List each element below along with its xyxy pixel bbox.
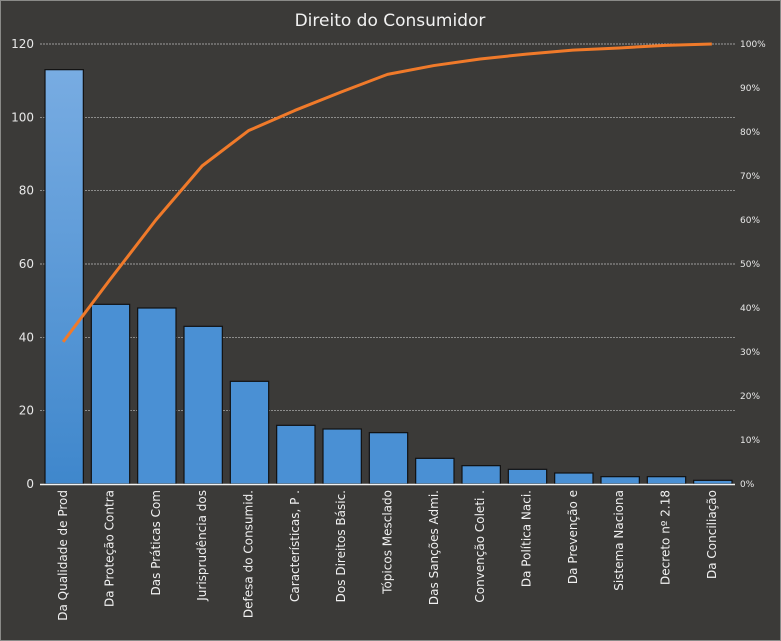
bar bbox=[507, 468, 548, 485]
y2-tick-label: 50% bbox=[740, 260, 760, 270]
y-tick-label: 20 bbox=[19, 404, 34, 418]
y-tick-label: 40 bbox=[19, 330, 34, 344]
x-tick-label: Características, P . bbox=[288, 490, 302, 602]
y2-tick-label: 80% bbox=[740, 128, 760, 138]
y2-tick-label: 100% bbox=[740, 40, 766, 50]
y2-tick-label: 0% bbox=[740, 480, 755, 490]
x-tick-label: Da Qualidade de Prod bbox=[56, 490, 70, 621]
bar bbox=[183, 325, 223, 485]
bar bbox=[693, 479, 733, 485]
bar bbox=[90, 303, 131, 485]
x-tick-label: Dos Direitos Básic. bbox=[334, 490, 348, 602]
bar bbox=[276, 424, 316, 485]
bar bbox=[44, 69, 84, 485]
bar bbox=[554, 472, 594, 485]
y2-tick-label: 30% bbox=[740, 348, 760, 358]
x-tick-label: Defesa do Consumid. bbox=[242, 490, 256, 618]
bar bbox=[322, 428, 362, 485]
x-tick-label: Decreto nº 2.18 bbox=[659, 490, 673, 585]
y-tick-label: 0 bbox=[26, 477, 34, 491]
x-tick-label: Das Práticas Com bbox=[149, 490, 163, 595]
y-tick-label: 120 bbox=[11, 37, 34, 51]
bar bbox=[461, 465, 501, 485]
x-tick-label: Convenção Coleti . bbox=[473, 490, 487, 603]
chart-title: Direito do Consumidor bbox=[295, 11, 486, 31]
x-tick-label: Tópicos Mesclado bbox=[381, 490, 395, 595]
bar bbox=[600, 476, 640, 485]
y-tick-label: 80 bbox=[19, 184, 34, 198]
x-tick-label: Da Proteção Contra bbox=[103, 490, 117, 607]
bar bbox=[415, 457, 455, 485]
y2-tick-label: 10% bbox=[740, 436, 760, 446]
x-tick-label: Das Sanções Admi. bbox=[427, 490, 441, 605]
y2-tick-label: 60% bbox=[740, 216, 760, 226]
bar bbox=[368, 432, 409, 485]
y-tick-label: 100 bbox=[11, 110, 34, 124]
x-tick-label: Da Prevenção e bbox=[566, 490, 580, 584]
y-tick-label: 60 bbox=[19, 257, 34, 271]
y2-tick-label: 40% bbox=[740, 304, 760, 314]
x-tick-label: Sistema Naciona bbox=[612, 490, 626, 591]
x-tick-label: Da Política Naci. bbox=[520, 490, 534, 587]
bar bbox=[229, 380, 270, 485]
bar bbox=[646, 476, 687, 485]
bar bbox=[137, 307, 177, 485]
y2-tick-label: 90% bbox=[740, 84, 760, 94]
y2-tick-label: 70% bbox=[740, 172, 760, 182]
y2-tick-label: 20% bbox=[740, 392, 760, 402]
x-tick-label: Jurisprudência dos bbox=[195, 490, 209, 602]
x-tick-label: Da Conciliação bbox=[705, 490, 719, 579]
